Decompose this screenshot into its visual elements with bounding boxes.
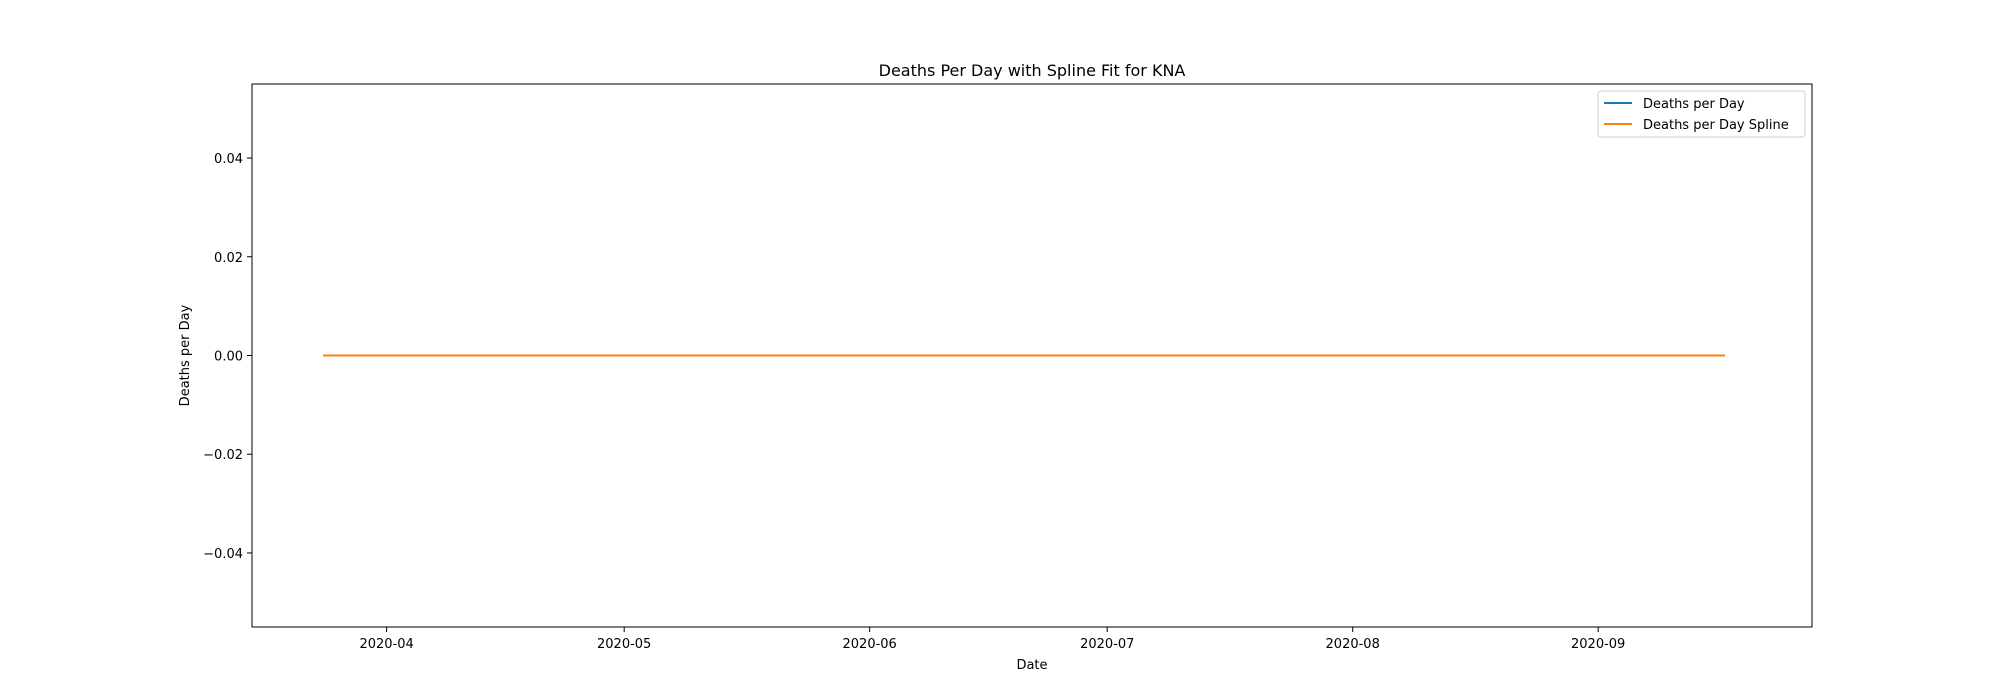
x-tick-label: 2020-09 [1571,637,1625,652]
x-tick-label: 2020-07 [1080,637,1134,652]
legend-label-2: Deaths per Day Spline [1643,118,1789,133]
legend-label-1: Deaths per Day [1643,97,1745,112]
x-tick-label: 2020-04 [359,637,413,652]
legend-box [1597,90,1806,138]
y-tick-label: −0.04 [203,547,243,562]
chart-title: Deaths Per Day with Spline Fit for KNA [879,61,1186,80]
y-tick-label: −0.02 [203,448,243,463]
y-tick-label: 0.02 [214,251,243,266]
legend: Deaths per Day Deaths per Day Spline [1597,90,1806,138]
x-axis-ticks: 2020-04 2020-05 2020-06 2020-07 2020-08 2020-… [359,627,1625,652]
x-tick-label: 2020-05 [597,637,651,652]
y-tick-label: 0.00 [214,350,243,365]
x-axis-label: Date [1016,658,1047,673]
y-axis-ticks: −0.04 −0.02 0.00 0.02 0.04 [203,152,252,562]
x-tick-label: 2020-08 [1326,637,1380,652]
y-axis-label: Deaths per Day [178,304,193,406]
x-tick-label: 2020-06 [843,637,897,652]
y-tick-label: 0.04 [214,152,243,167]
